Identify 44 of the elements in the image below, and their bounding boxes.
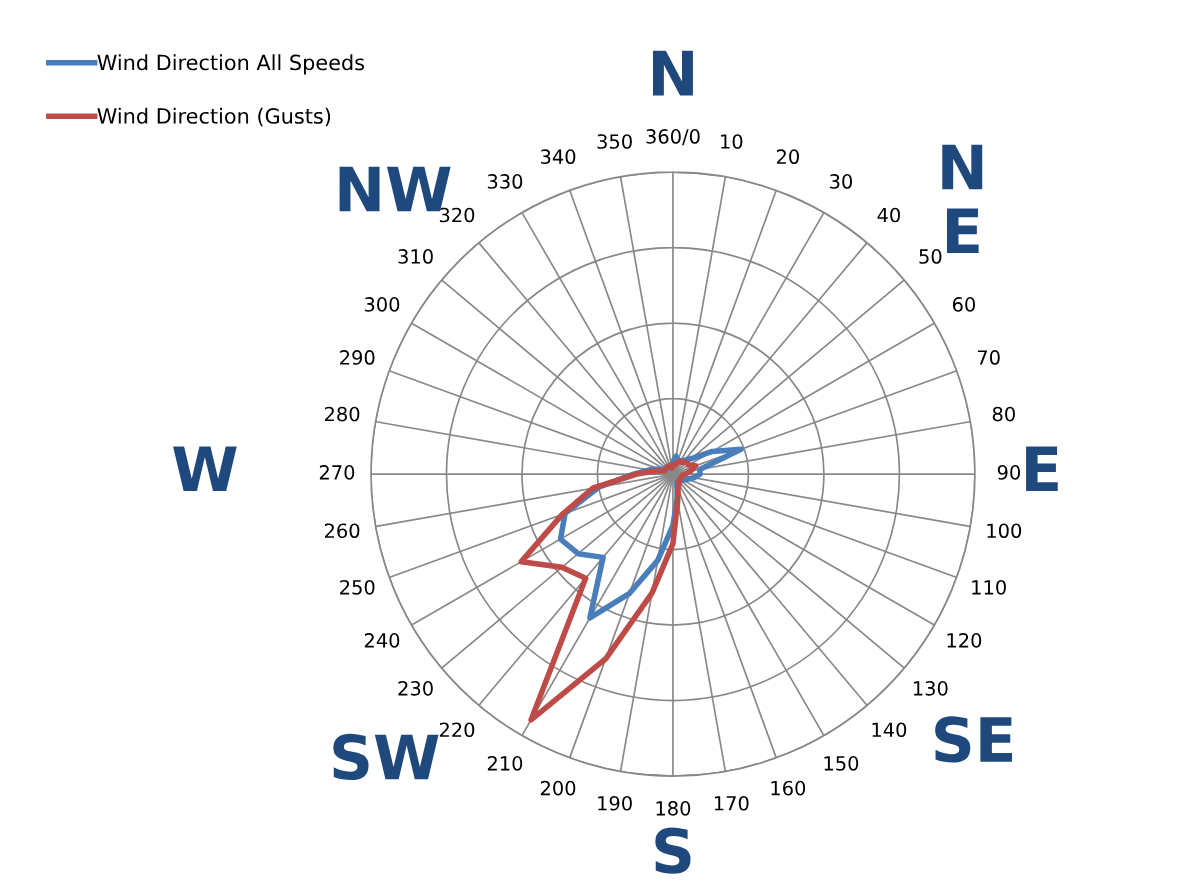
spoke-label: 310 [398,249,433,264]
spoke-label: 360/0 [646,129,700,146]
spoke-label: 280 [324,406,360,422]
spoke-label: 150 [824,756,859,771]
spoke-label: 180 [656,801,691,816]
spoke-label: 60 [952,297,976,312]
legend-label: Wind Direction (Gusts) [97,107,331,127]
spoke-label: 340 [540,149,576,165]
spoke-label: 160 [771,780,806,796]
spoke-label: 230 [398,681,433,696]
spoke-label: 270 [319,465,355,480]
text: W [173,446,237,491]
spoke-label: 330 [487,174,523,189]
spoke-label: 200 [540,780,576,796]
spoke-label: 220 [439,722,475,738]
spoke-label: 110 [972,579,1006,595]
spoke-label: 20 [776,149,799,165]
spoke-label: 30 [830,174,853,189]
spoke-label: 40 [877,207,900,223]
spoke-label: 210 [487,756,523,771]
spoke-label: 70 [977,350,1000,365]
spoke-label: 290 [340,350,375,365]
text: S [655,827,691,874]
spoke-label: 100 [987,523,1022,539]
spoke-label: 130 [913,681,948,696]
spoke-label: 350 [597,134,632,149]
text: N [653,50,693,96]
legend-label: Wind Direction All Speeds [97,54,365,75]
spoke-label: 190 [598,795,632,811]
spoke-label: 240 [364,633,400,648]
text: SE [935,716,1013,763]
spoke-label: 140 [872,722,907,738]
spoke-label: 300 [364,297,400,312]
spoke-label: 90 [997,465,1021,480]
spoke-label: 80 [992,406,1015,422]
text: E [1026,446,1058,491]
spoke-label: 50 [919,249,942,264]
text: N E [942,144,983,254]
spoke-label: 260 [324,523,360,539]
spoke-label: 170 [714,795,749,811]
spoke-label: 120 [947,633,982,648]
spoke-label: 10 [721,134,743,149]
spoke-label: 250 [340,579,375,595]
text: SW [333,733,439,781]
